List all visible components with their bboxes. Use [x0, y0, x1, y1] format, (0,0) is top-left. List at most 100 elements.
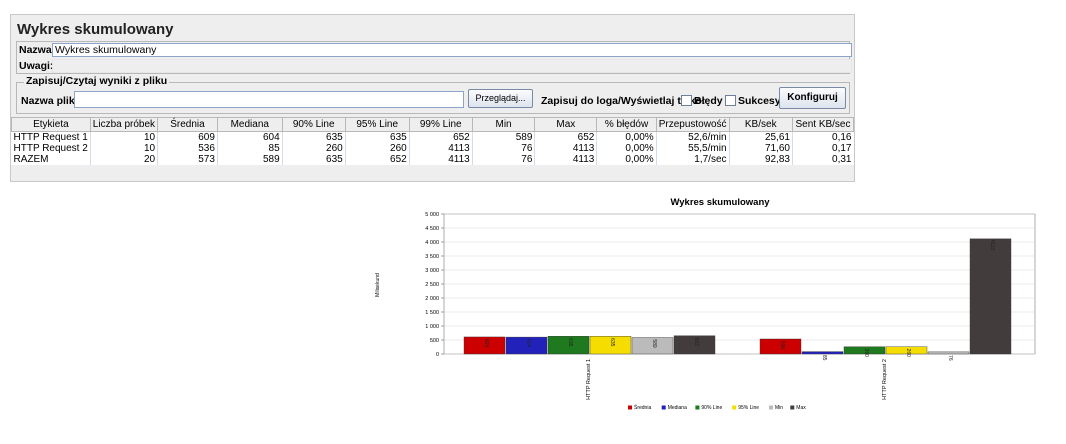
- legend-entry: 90% Line: [701, 405, 722, 411]
- bar-value-label: 635: [609, 338, 615, 347]
- table-row[interactable]: HTTP Request 1 10 609 604 635 635 652 58…: [12, 131, 854, 143]
- file-name-input[interactable]: [74, 91, 464, 108]
- legend-entry: Max: [796, 405, 806, 411]
- column-header[interactable]: 99% Line: [408, 117, 473, 132]
- chart-bar: [631, 337, 674, 355]
- x-category-label: HTTP Request 2: [882, 359, 888, 400]
- y-tick-label: 2 000: [425, 296, 439, 302]
- file-group: Zapisuj/Czytaj wyniki z pliku Nazwa plik…: [16, 75, 850, 114]
- column-header[interactable]: 90% Line: [281, 117, 346, 132]
- table-row[interactable]: HTTP Request 2 10 536 85 260 260 4113 76…: [12, 143, 854, 154]
- column-header[interactable]: Sent KB/sec: [791, 117, 855, 132]
- chart-bar: [673, 335, 716, 355]
- y-tick-label: 500: [430, 338, 439, 344]
- legend-entry: 95% Line: [738, 405, 759, 411]
- column-header[interactable]: Min: [471, 117, 536, 132]
- table-cell: 609: [157, 131, 218, 143]
- bar-value-label: 604: [525, 339, 531, 348]
- table-cell: 20: [89, 154, 158, 165]
- table-cell: 55,5/min: [655, 143, 730, 154]
- table-cell: 10: [89, 131, 158, 143]
- column-header[interactable]: KB/sek: [728, 117, 793, 132]
- name-comments-box: Nazwa: Wykres skumulowany Uwagi:: [16, 41, 852, 74]
- name-field[interactable]: Wykres skumulowany: [52, 43, 852, 57]
- table-row[interactable]: RAZEM 20 573 589 635 652 4113 76 4113 0,…: [12, 154, 854, 165]
- bar-value-label: 609: [483, 339, 489, 348]
- bar-value-label: 652: [693, 338, 699, 347]
- table-cell: 260: [281, 143, 346, 154]
- bar-value-label: 260: [863, 349, 869, 358]
- bar-value-label: 589: [651, 339, 657, 348]
- column-header[interactable]: Średnia: [157, 117, 218, 132]
- errors-label: Błędy: [694, 95, 723, 107]
- table-cell: RAZEM: [13, 154, 49, 165]
- table-cell: 71,60: [728, 143, 793, 154]
- file-group-title: Zapisuj/Czytaj wyniki z pliku: [24, 75, 170, 87]
- table-cell: 635: [344, 131, 410, 143]
- table-cell: 0,00%: [596, 154, 657, 165]
- browse-button[interactable]: Przeglądaj...: [468, 89, 533, 108]
- chart-bar: [801, 351, 844, 355]
- bar-value-label: 4113: [989, 239, 995, 250]
- table-cell: 92,83: [728, 154, 793, 165]
- y-tick-label: 3 500: [425, 254, 439, 260]
- legend-entry: Min: [775, 405, 783, 411]
- table-header-row: Etykieta Liczba próbek Średnia Mediana 9…: [11, 117, 855, 132]
- legend-entry: Mediana: [668, 405, 687, 411]
- column-header[interactable]: Przepustowość: [655, 117, 730, 132]
- log-label: Zapisuj do loga/Wyświetlaj tylko:: [541, 95, 706, 107]
- table-cell: 604: [216, 131, 283, 143]
- y-tick-label: 4 500: [425, 226, 439, 232]
- legend-swatch: [628, 405, 632, 410]
- comments-field[interactable]: [52, 59, 852, 73]
- table-cell: 25,61: [728, 131, 793, 143]
- column-header[interactable]: 95% Line: [344, 117, 410, 132]
- table-cell: 52,6/min: [655, 131, 730, 143]
- table-cell: 652: [344, 154, 410, 165]
- configure-button[interactable]: Konfiguruj: [779, 87, 846, 109]
- chart-bar: [927, 351, 970, 355]
- chart-bar: [589, 336, 632, 355]
- table-cell: 652: [408, 131, 473, 143]
- aggregate-graph-panel: Wykres skumulowany Nazwa: Wykres skumulo…: [10, 14, 855, 182]
- column-header[interactable]: Etykieta: [11, 117, 91, 132]
- column-header[interactable]: Liczba próbek: [89, 117, 159, 132]
- table-cell: 10: [89, 143, 158, 154]
- table-cell: 536: [157, 143, 218, 154]
- table-cell: 4113: [534, 143, 597, 154]
- table-cell: 76: [471, 143, 535, 154]
- table-cell: 1,7/sec: [655, 154, 730, 165]
- success-checkbox[interactable]: [725, 95, 736, 106]
- table-cell: 0,00%: [596, 131, 657, 143]
- table-cell: 85: [216, 143, 283, 154]
- y-tick-label: 3 000: [425, 268, 439, 274]
- y-tick-label: 0: [436, 352, 439, 358]
- table-cell: HTTP Request 2: [13, 143, 88, 154]
- chart-title: Wykres skumulowany: [670, 197, 770, 208]
- legend-swatch: [790, 405, 795, 410]
- results-table: Etykieta Liczba próbek Średnia Mediana 9…: [11, 117, 855, 165]
- legend-swatch: [695, 405, 700, 410]
- chart-bar: [505, 336, 548, 355]
- name-label: Nazwa:: [19, 44, 56, 56]
- file-name-label: Nazwa pliku: [21, 95, 82, 107]
- chart-bar: [843, 346, 886, 355]
- column-header[interactable]: Mediana: [216, 117, 283, 132]
- table-cell: 4113: [408, 154, 473, 165]
- errors-checkbox[interactable]: [681, 95, 692, 106]
- column-header[interactable]: % błędów: [596, 117, 657, 132]
- bar-value-label: 85: [821, 355, 827, 361]
- y-tick-label: 4 000: [425, 240, 439, 246]
- table-cell: 0,17: [791, 143, 854, 154]
- table-cell: 652: [534, 131, 597, 143]
- x-category-label: HTTP Request 1: [586, 359, 592, 400]
- table-cell: 635: [281, 131, 346, 143]
- table-cell: 0,16: [791, 131, 854, 143]
- y-tick-label: 2 500: [425, 282, 439, 288]
- legend-entry: Średnia: [634, 403, 651, 411]
- bar-value-label: 536: [779, 341, 785, 350]
- column-header[interactable]: Max: [534, 117, 598, 132]
- y-tick-label: 1 500: [425, 310, 439, 316]
- legend-swatch: [769, 405, 773, 410]
